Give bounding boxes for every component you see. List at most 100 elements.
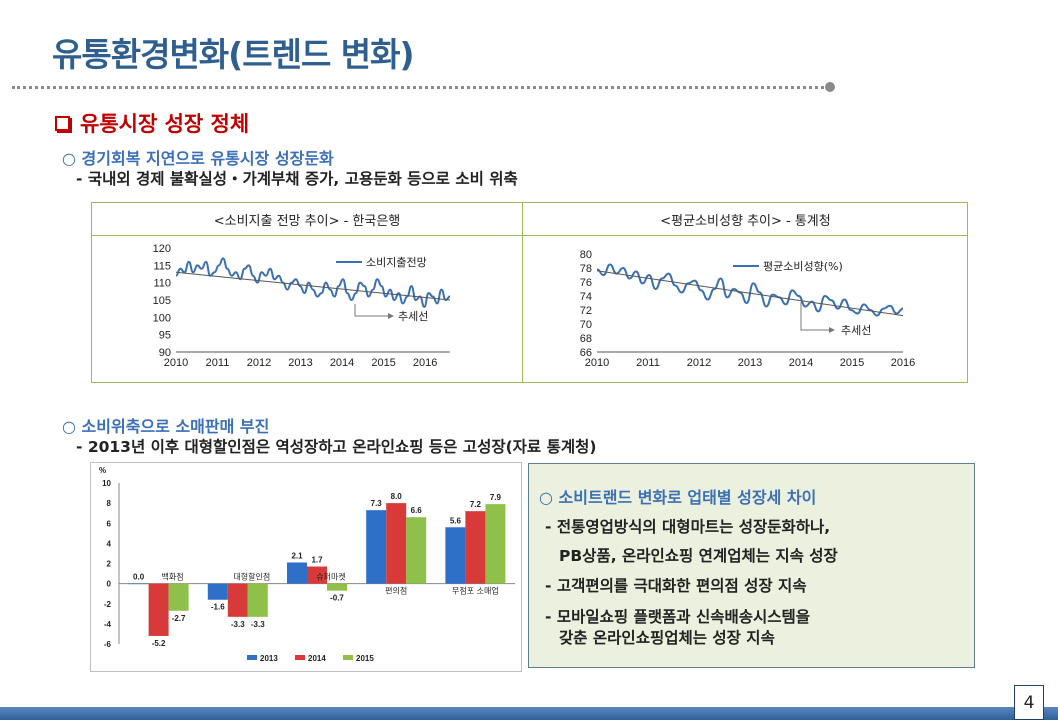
bar-value-label: 7.2: [470, 500, 482, 509]
y-tick-label: 80: [580, 249, 592, 261]
bar: [287, 562, 307, 584]
y-tick-label: 66: [580, 347, 592, 359]
y-tick-label: 120: [153, 243, 171, 255]
bar: [366, 510, 387, 584]
legend-label: 2014: [308, 654, 326, 663]
section-heading-text: 유통시장 성장 정체: [80, 112, 250, 136]
info-heading: ○ 소비트랜드 변화로 업태별 성장세 차이: [539, 488, 817, 507]
title-divider: [12, 86, 830, 89]
legend-label: 평균소비성향(%): [763, 260, 843, 273]
y-tick-label: 110: [153, 278, 171, 290]
bar-value-label: 1.7: [311, 556, 323, 565]
bar-value-label: 2.1: [291, 551, 303, 560]
category-label: 대형할인점: [233, 572, 270, 582]
legend-swatch: [295, 655, 305, 660]
bar: [247, 583, 268, 617]
y-tick-label: 70: [580, 319, 592, 331]
bar-value-label: -1.6: [211, 603, 225, 612]
bar: [307, 566, 327, 584]
info-line: - 고객편의를 극대화한 편의점 성장 지속: [545, 577, 807, 595]
legend-label: 2013: [260, 654, 278, 663]
bar: [386, 503, 407, 584]
x-tick-label: 2015: [840, 357, 864, 369]
y-tick-label: 4: [107, 539, 112, 548]
consumption-outlook-chart: 120 115 110 105 100 95 90 2010 2011 2012 2013 2014 2…: [140, 242, 452, 372]
trend-line: [175, 271, 451, 301]
table-header-right: <평균소비성향 추이> - 통계청: [523, 203, 968, 236]
y-tick-label: -4: [104, 620, 112, 629]
y-tick-label: 72: [580, 305, 592, 317]
x-tick-label: 2010: [585, 357, 609, 369]
bar: [485, 504, 506, 584]
part1-detail: - 국내외 경제 불확실성・가계부채 증가, 고용둔화 등으로 소비 위축: [76, 170, 518, 188]
legend-swatch: [343, 655, 353, 660]
trend-callout-line: [800, 302, 829, 331]
x-tick-label: 2014: [330, 357, 354, 369]
y-tick-label: -6: [104, 640, 112, 649]
y-tick-label: 0: [107, 580, 112, 589]
section-heading: 유통시장 성장 정체: [55, 108, 249, 138]
info-line: - 전통영업방식의 대형마트는 성장둔화하나,: [545, 518, 831, 536]
slide-title: 유통환경변화(트렌드 변화): [52, 35, 415, 74]
part2-heading: ○ 소비위축으로 소매판매 부진: [62, 417, 270, 436]
info-line: PB상품, 온라인쇼핑 연계업체는 지속 성장: [559, 547, 838, 565]
table-header-left: <소비지출 전망 추이> - 한국은행: [92, 203, 522, 236]
category-label: 편의점: [385, 586, 407, 596]
retail-growth-svg: % 10 8 6 4 2 0 -2 -4 -6 0.0 -5.2 -2.7 백화점 -1.6 -3.3 -3.3…: [99, 466, 515, 663]
page-number: 4: [1014, 685, 1044, 720]
bar: [168, 583, 189, 611]
bar-value-label: 6.6: [411, 506, 423, 515]
y-tick-label: 115: [153, 260, 171, 272]
bar-value-label: 7.9: [490, 493, 502, 502]
y-unit-label: %: [99, 466, 106, 475]
category-label: 백화점: [162, 572, 184, 582]
y-tick-label: -2: [104, 600, 112, 609]
x-tick-label: 2015: [371, 357, 395, 369]
trend-line: [596, 270, 904, 317]
footer-bar: [0, 707, 1058, 720]
title-divider-end: [825, 82, 835, 92]
x-tick-label: 2012: [247, 357, 271, 369]
part1-heading: ○ 경기회복 지연으로 유통시장 성장둔화: [62, 149, 334, 168]
category-label: 무점포 소매업: [452, 586, 499, 596]
bar: [148, 583, 169, 636]
x-tick-label: 2011: [206, 357, 230, 369]
trend-callout-line: [354, 304, 388, 317]
bar-value-label: -2.7: [172, 614, 186, 623]
y-tick-label: 10: [102, 479, 111, 488]
trend-callout-arrow: [829, 327, 835, 333]
trend-callout-arrow: [388, 313, 394, 319]
category-label: 슈퍼마켓: [316, 572, 345, 582]
info-line: - 모바일쇼핑 플랫폼과 신속배송시스템을: [545, 608, 811, 626]
part2-detail: - 2013년 이후 대형할인점은 역성장하고 온라인쇼핑 등은 고성장(자료 …: [76, 438, 597, 456]
bar-value-label: -0.7: [330, 594, 344, 603]
trend-label: 추세선: [398, 310, 428, 323]
series-line: [175, 257, 451, 308]
retail-growth-chart: % 10 8 6 4 2 0 -2 -4 -6 0.0 -5.2 -2.7 백화점 -1.6 -3.3 -3.3…: [90, 462, 522, 672]
x-tick-label: 2013: [738, 357, 762, 369]
bar-value-label: 5.6: [450, 516, 462, 525]
bar-value-label: 8.0: [391, 492, 403, 501]
bar: [445, 527, 466, 584]
bar: [227, 583, 248, 617]
chart-background: [553, 244, 933, 372]
y-tick-label: 8: [107, 499, 112, 508]
bar: [128, 583, 149, 585]
bar-value-label: -3.3: [251, 620, 265, 629]
square-bullet-icon: [55, 115, 70, 131]
x-tick-label: 2014: [789, 357, 813, 369]
x-tick-label: 2012: [687, 357, 711, 369]
legend-label: 2015: [356, 654, 374, 663]
y-tick-label: 78: [580, 263, 592, 275]
bar: [465, 511, 486, 584]
y-tick-label: 6: [107, 519, 112, 528]
propensity-chart: 80 78 76 74 72 70 68 66 2010 2011 2012 2013 2014 2015…: [553, 244, 933, 372]
legend-label: 소비지출전망: [366, 256, 427, 269]
y-tick-label: 76: [580, 277, 592, 289]
bar-value-label: 0.0: [133, 573, 145, 582]
bar-value-label: 7.3: [371, 499, 383, 508]
y-tick-label: 105: [153, 295, 171, 307]
y-tick-label: 95: [159, 330, 171, 342]
